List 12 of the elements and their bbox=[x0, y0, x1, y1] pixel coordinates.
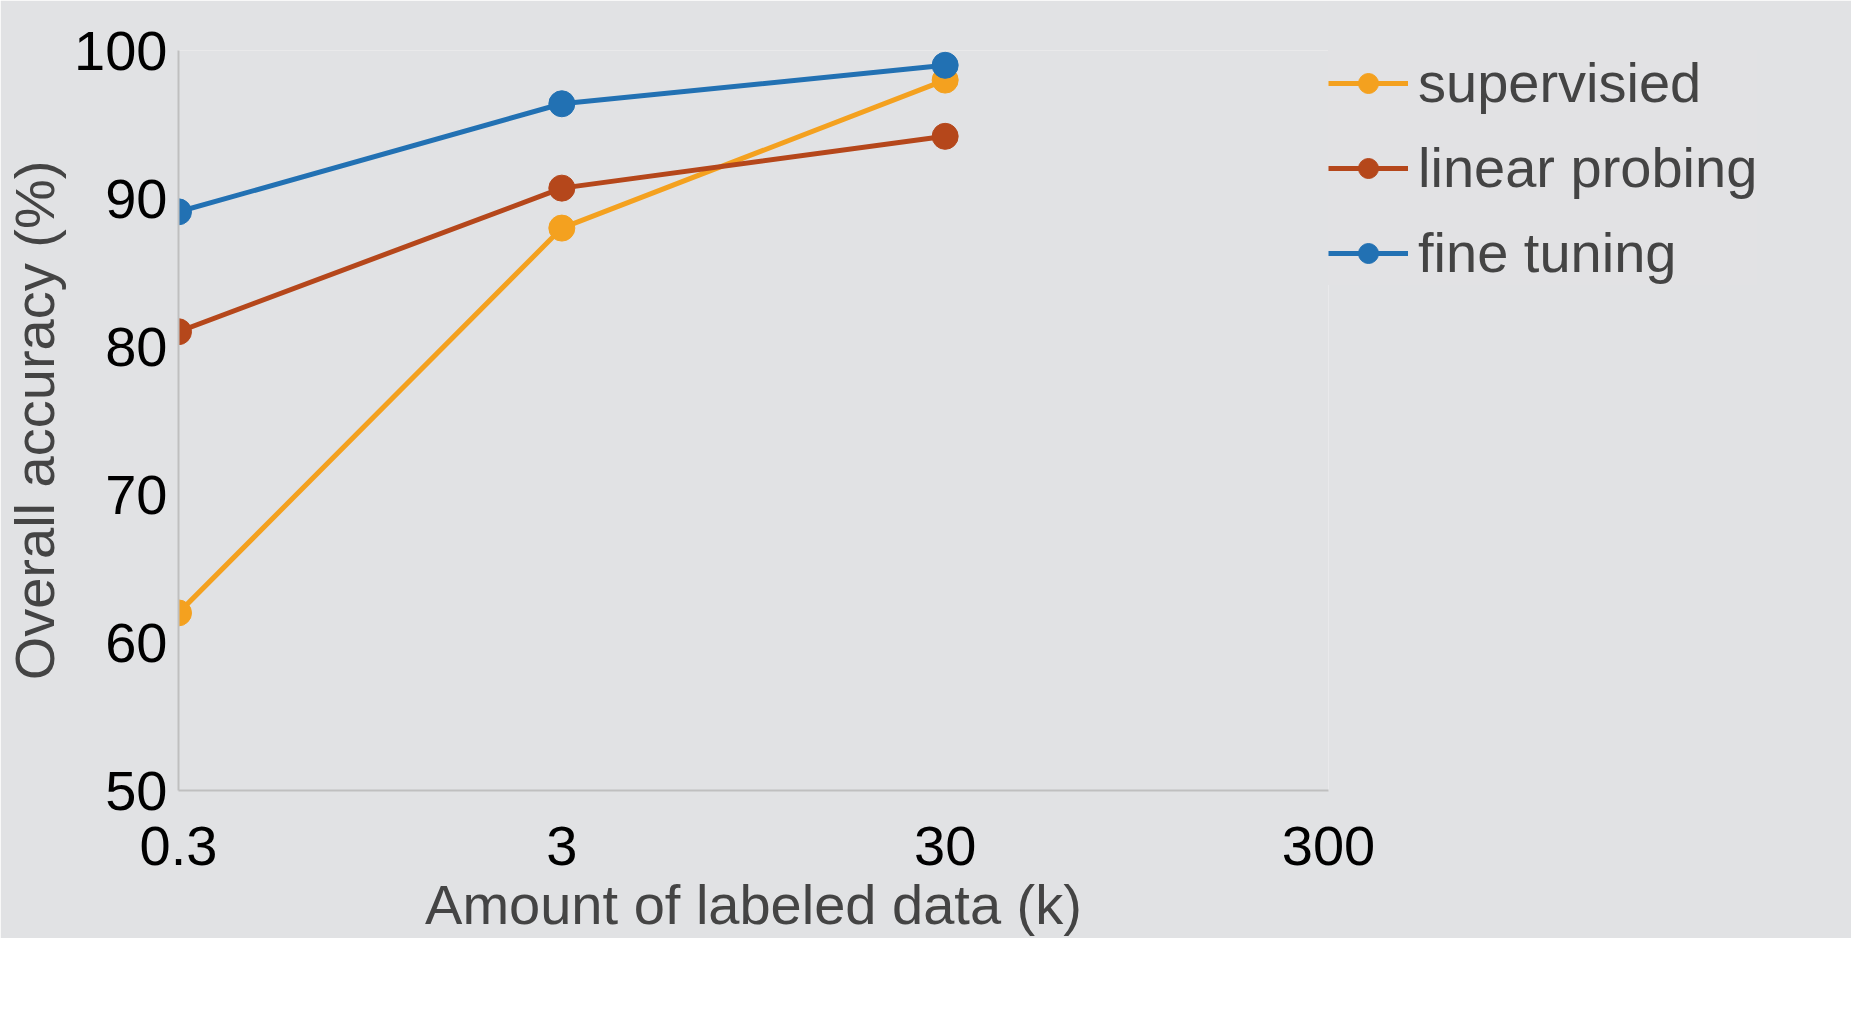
y-tick-label: 100 bbox=[74, 18, 168, 82]
legend-label: fine tuning bbox=[1418, 220, 1677, 285]
point bbox=[931, 51, 959, 79]
y-tick-label: 70 bbox=[105, 462, 168, 526]
legend-label: linear probing bbox=[1418, 135, 1758, 200]
legend-label: supervisied bbox=[1418, 50, 1702, 115]
x-tick-label: 300 bbox=[1281, 813, 1376, 877]
y-tick-label: 90 bbox=[105, 166, 168, 230]
y-tick-label: 60 bbox=[105, 610, 168, 674]
point bbox=[931, 122, 959, 150]
y-tick-label: 80 bbox=[105, 314, 168, 378]
y-axis-title: Overall accuracy (%) bbox=[3, 160, 67, 681]
